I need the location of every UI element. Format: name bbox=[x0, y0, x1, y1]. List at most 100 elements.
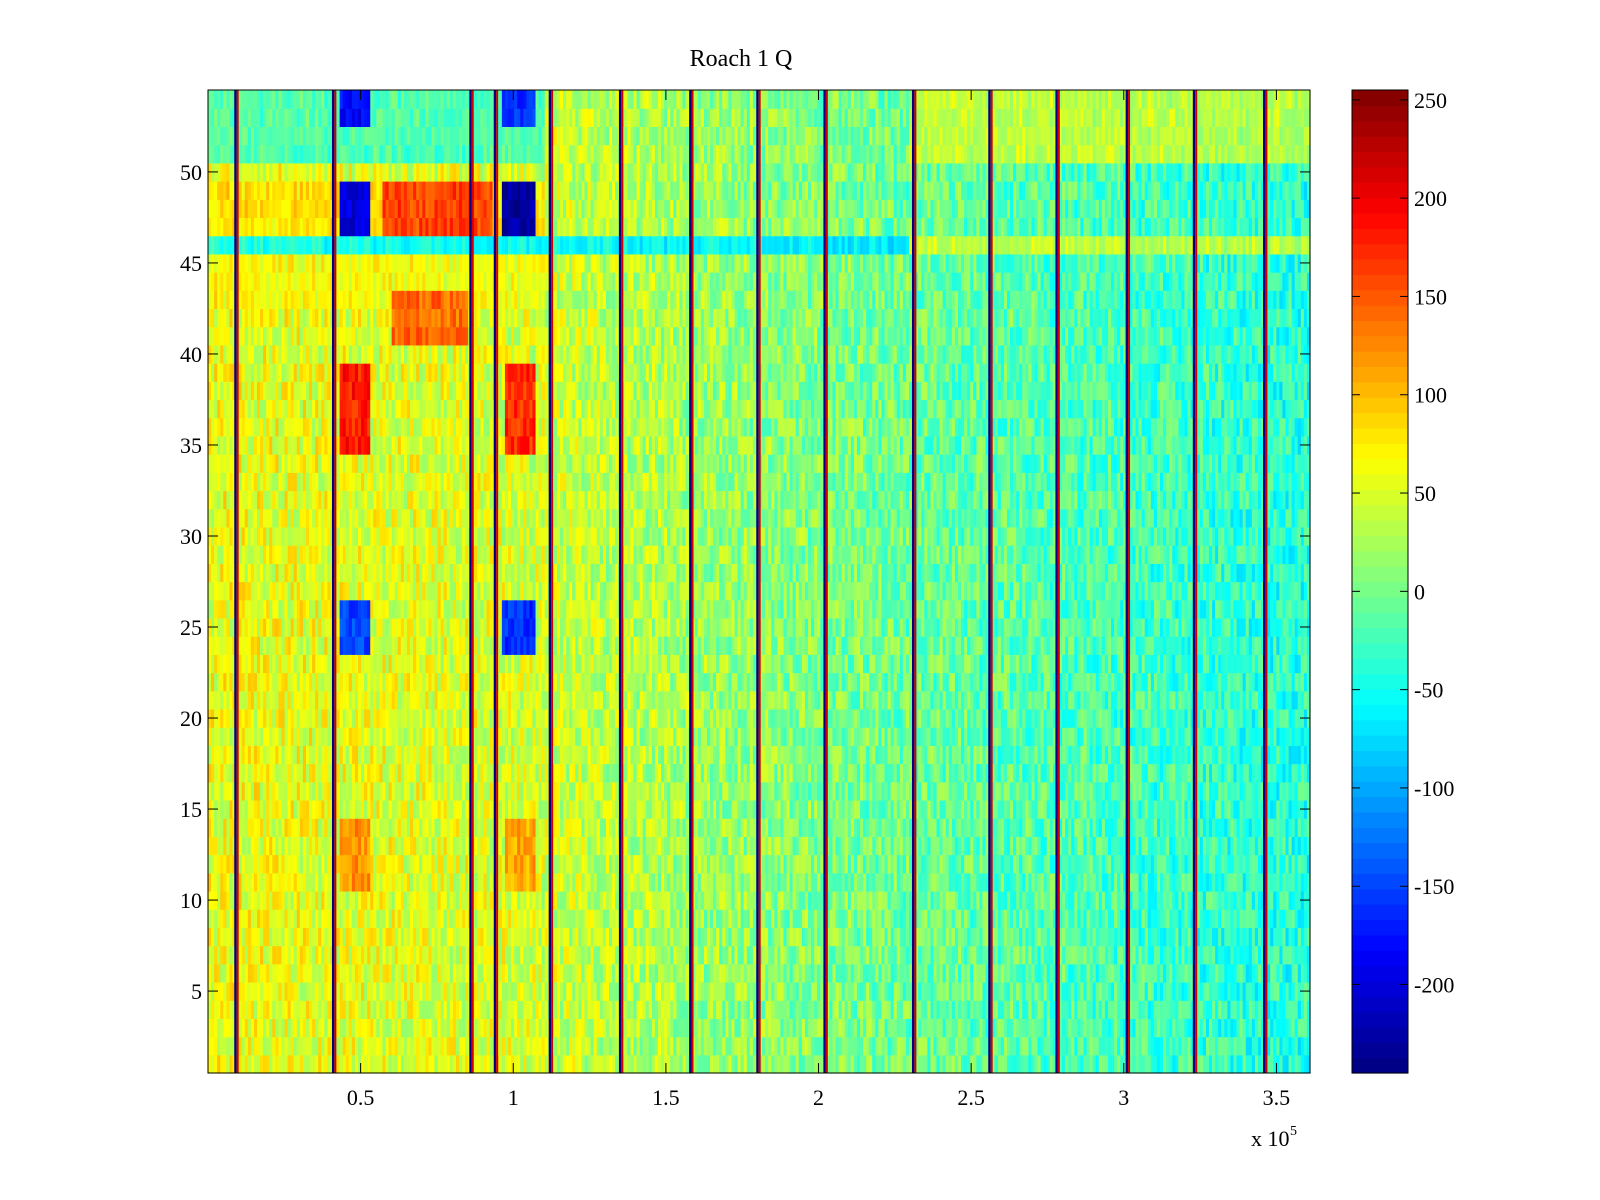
heatmap-cell bbox=[452, 1054, 457, 1074]
heatmap-cell bbox=[786, 1018, 791, 1038]
heatmap-cell bbox=[226, 1054, 231, 1074]
heatmap-cell bbox=[685, 1000, 690, 1019]
heatmap-cell bbox=[336, 1036, 341, 1056]
heatmap-cell bbox=[1230, 1000, 1235, 1019]
heatmap-cell bbox=[1132, 1036, 1137, 1056]
heatmap-cell bbox=[1144, 1000, 1149, 1019]
heatmap-cell bbox=[431, 1036, 436, 1056]
heatmap-cell bbox=[532, 1018, 537, 1038]
heatmap-cell bbox=[284, 1036, 289, 1056]
heatmap-cell bbox=[918, 1036, 922, 1056]
heatmap-cell bbox=[477, 1054, 482, 1074]
heatmap-cell bbox=[1037, 1054, 1042, 1074]
heatmap-cell bbox=[416, 1036, 420, 1056]
heatmap-cell bbox=[269, 1054, 273, 1074]
heatmap-cell bbox=[719, 1000, 723, 1019]
heatmap-cell bbox=[354, 981, 359, 1001]
heatmap-cell bbox=[1065, 1000, 1069, 1019]
heatmap-cell bbox=[272, 981, 276, 1001]
heatmap-cell bbox=[327, 1054, 332, 1074]
heatmap-cell bbox=[762, 1000, 766, 1019]
heatmap-cell bbox=[563, 1054, 567, 1074]
heatmap-cell bbox=[1043, 1018, 1048, 1038]
heatmap-cell bbox=[1013, 1018, 1017, 1038]
heatmap-cell bbox=[841, 1018, 846, 1038]
heatmap-cell bbox=[1101, 1054, 1106, 1074]
heatmap-cell bbox=[728, 1054, 733, 1074]
heatmap-cell bbox=[847, 1000, 852, 1019]
heatmap-cell bbox=[670, 1000, 674, 1019]
heatmap-cell bbox=[422, 981, 426, 1001]
heatmap-cell bbox=[786, 1000, 791, 1019]
heatmap-cell bbox=[357, 1054, 362, 1074]
heatmap-cell bbox=[657, 1018, 662, 1038]
heatmap-cell bbox=[1077, 1018, 1082, 1038]
heatmap-cell bbox=[431, 981, 436, 1001]
heatmap-cell bbox=[1022, 1036, 1026, 1056]
heatmap-cell bbox=[997, 1018, 1002, 1038]
heatmap-cell bbox=[759, 1054, 763, 1074]
heatmap-cell bbox=[661, 1054, 665, 1074]
heatmap-cell bbox=[1101, 1000, 1106, 1019]
heatmap-cell bbox=[667, 1036, 671, 1056]
heatmap-cell bbox=[942, 1000, 947, 1019]
heatmap-cell bbox=[771, 1000, 775, 1019]
heatmap-cell bbox=[1163, 1018, 1167, 1038]
heatmap-cell bbox=[899, 1000, 904, 1019]
heatmap-cell bbox=[419, 1036, 423, 1056]
heatmap-cell bbox=[795, 1000, 800, 1019]
heatmap-cell bbox=[1052, 1000, 1057, 1019]
heatmap-cell bbox=[1062, 1036, 1066, 1056]
heatmap-cell bbox=[954, 1054, 959, 1074]
heatmap-cell bbox=[250, 1018, 255, 1038]
heatmap-cell bbox=[587, 1054, 592, 1074]
heatmap-cell bbox=[1169, 1054, 1173, 1074]
heatmap-cell bbox=[379, 1036, 384, 1056]
heatmap-cell bbox=[394, 1054, 399, 1074]
heatmap-cell bbox=[1288, 1036, 1293, 1056]
heatmap-cell bbox=[1013, 1036, 1017, 1056]
heatmap-cell bbox=[1034, 1054, 1039, 1074]
heatmap-cell bbox=[247, 1000, 252, 1019]
heatmap-cell bbox=[1083, 1036, 1088, 1056]
heatmap-cell bbox=[936, 1000, 941, 1019]
heatmap-cell bbox=[1107, 1036, 1112, 1056]
heatmap-cell bbox=[1019, 1018, 1023, 1038]
heatmap-cell bbox=[933, 1036, 938, 1056]
heatmap-cell bbox=[869, 981, 873, 1001]
heatmap-cell bbox=[1147, 1054, 1152, 1074]
heatmap-cell bbox=[737, 1000, 742, 1019]
heatmap-cell bbox=[639, 1000, 644, 1019]
heatmap-cell bbox=[309, 1000, 313, 1019]
heatmap-cell bbox=[795, 1054, 800, 1074]
heatmap-cell bbox=[1221, 1000, 1225, 1019]
heatmap-cell bbox=[397, 1000, 402, 1019]
heatmap-cell bbox=[459, 1054, 463, 1074]
heatmap-cell bbox=[394, 1018, 399, 1038]
heatmap-cell bbox=[342, 1000, 347, 1019]
heatmap-cell bbox=[645, 1000, 650, 1019]
heatmap-cell bbox=[1160, 1018, 1164, 1038]
heatmap-cell bbox=[342, 1054, 347, 1074]
heatmap-cell bbox=[850, 981, 855, 1001]
heatmap-cell bbox=[1196, 1036, 1201, 1056]
heatmap-cell bbox=[260, 1018, 264, 1038]
heatmap-cell bbox=[774, 1036, 778, 1056]
heatmap-cell bbox=[801, 1036, 806, 1056]
heatmap-cell bbox=[1175, 1000, 1179, 1019]
heatmap-cell bbox=[529, 981, 534, 1001]
heatmap-cell bbox=[1273, 1036, 1277, 1056]
heatmap-cell bbox=[1058, 1036, 1063, 1056]
heatmap-cell bbox=[1034, 1000, 1039, 1019]
heatmap-cell bbox=[1181, 1018, 1186, 1038]
heatmap-cell bbox=[1043, 1000, 1048, 1019]
heatmap-cell bbox=[676, 981, 681, 1001]
heatmap-cell bbox=[1138, 1018, 1143, 1038]
heatmap-cell bbox=[826, 1000, 830, 1019]
heatmap-cell bbox=[1279, 1018, 1284, 1038]
heatmap-cell bbox=[728, 1000, 733, 1019]
heatmap-cell bbox=[716, 981, 720, 1001]
heatmap-cell bbox=[847, 1036, 852, 1056]
heatmap-cell bbox=[905, 1036, 910, 1056]
heatmap-cell bbox=[336, 981, 341, 1001]
